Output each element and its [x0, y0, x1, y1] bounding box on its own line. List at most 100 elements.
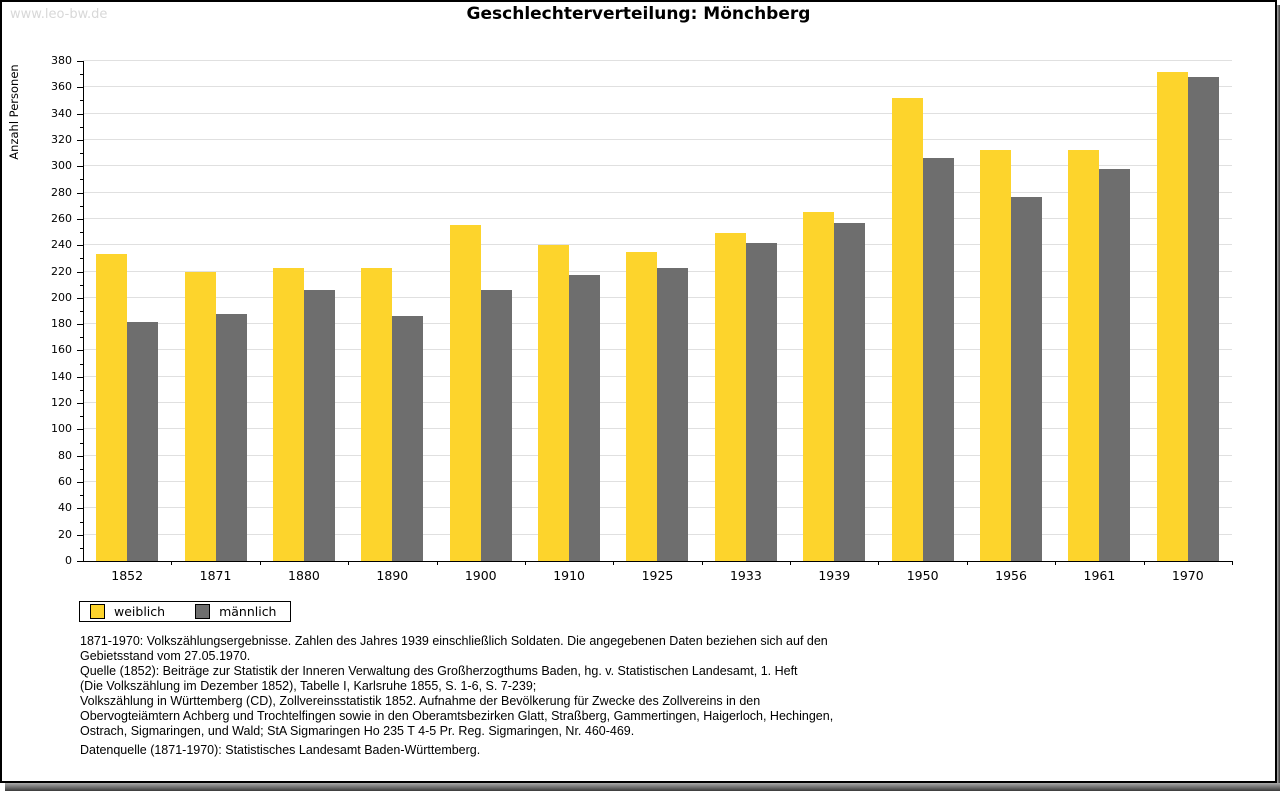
- y-tick-label: 220: [51, 264, 72, 278]
- y-major-tick: [77, 482, 83, 484]
- x-tick-label: 1956: [995, 568, 1027, 583]
- bar-männlich-1925: [657, 267, 689, 561]
- bar-weiblich-1925: [626, 251, 658, 561]
- y-minor-tick: [80, 337, 83, 339]
- y-minor-tick: [80, 232, 83, 234]
- gridline: [83, 60, 1232, 61]
- y-major-tick: [77, 455, 83, 457]
- x-tick: [966, 561, 968, 565]
- x-tick-label: 1950: [906, 568, 939, 583]
- bar-group-1900: [437, 61, 525, 561]
- y-tick-label: 360: [51, 80, 72, 94]
- bar-group-1933: [702, 61, 790, 561]
- y-tick-label: 260: [51, 211, 72, 225]
- bar-männlich-1910: [569, 275, 601, 561]
- x-tick-label: 1900: [464, 568, 497, 583]
- watermark: www.leo-bw.de: [10, 7, 108, 22]
- y-tick-label: 200: [51, 290, 72, 304]
- y-minor-tick: [80, 205, 83, 207]
- bar-weiblich-1900: [449, 225, 481, 561]
- bar-weiblich-1933: [714, 233, 746, 561]
- y-tick-label: 340: [51, 106, 72, 120]
- y-minor-tick: [80, 179, 83, 181]
- bar-group-1910: [525, 61, 613, 561]
- bar-männlich-1961: [1099, 168, 1131, 561]
- bar-weiblich-1880: [272, 267, 304, 561]
- bar-weiblich-1852: [96, 254, 128, 561]
- bar-group-1956: [967, 61, 1055, 561]
- legend-item-männlich: männlich: [195, 604, 276, 619]
- y-major-tick: [77, 429, 83, 431]
- bar-weiblich-1871: [184, 271, 216, 561]
- y-minor-tick: [80, 284, 83, 286]
- footnote-line: (Die Volkszählung im Dezember 1852), Tab…: [80, 679, 537, 693]
- bar-weiblich-1910: [538, 245, 570, 561]
- y-axis-line: [83, 61, 84, 562]
- x-tick: [436, 561, 438, 565]
- bar-group-1961: [1055, 61, 1143, 561]
- gridline: [83, 217, 1232, 219]
- y-minor-tick: [80, 153, 83, 155]
- data-source-line: Datenquelle (1871-1970): Statistisches L…: [80, 743, 481, 757]
- y-major-tick: [77, 218, 83, 220]
- bar-männlich-1939: [834, 222, 866, 561]
- legend-swatch-weiblich: [90, 604, 105, 619]
- gridline: [83, 138, 1232, 140]
- bar-männlich-1890: [392, 316, 424, 561]
- bar-männlich-1933: [745, 242, 777, 561]
- y-minor-tick: [80, 100, 83, 102]
- y-minor-tick: [80, 311, 83, 312]
- y-tick-label: 320: [51, 132, 72, 146]
- y-major-tick: [77, 350, 83, 352]
- bar-weiblich-1950: [891, 97, 923, 561]
- y-tick-label: 160: [51, 343, 72, 357]
- y-tick-label: 60: [58, 475, 72, 489]
- y-major-tick: [77, 534, 83, 536]
- y-tick-label: 300: [51, 159, 72, 173]
- x-tick: [348, 561, 350, 565]
- y-tick-label: 280: [51, 185, 72, 199]
- bar-group-1880: [260, 61, 348, 561]
- y-minor-tick: [80, 547, 83, 549]
- y-major-tick: [77, 113, 83, 115]
- x-tick: [878, 561, 880, 565]
- x-tick-label: 1939: [818, 568, 851, 583]
- bar-männlich-1900: [480, 289, 512, 561]
- bar-weiblich-1970: [1156, 71, 1188, 561]
- y-axis-title: Anzahl Personen: [7, 64, 21, 160]
- x-tick-label: 1970: [1171, 568, 1204, 583]
- footnote-line: 1871-1970: Volkszählungsergebnisse. Zahl…: [80, 634, 828, 648]
- y-tick-label: 0: [65, 554, 72, 567]
- x-tick: [524, 561, 526, 565]
- y-tick-label: 20: [58, 527, 72, 541]
- y-tick-label: 120: [51, 396, 72, 410]
- y-major-tick: [77, 403, 83, 405]
- bar-weiblich-1939: [803, 212, 835, 561]
- x-tick-label: 1871: [199, 568, 232, 583]
- bar-group-1939: [790, 61, 878, 561]
- y-major-tick: [77, 245, 83, 247]
- bar-weiblich-1890: [361, 267, 393, 561]
- y-tick-label: 180: [51, 317, 72, 331]
- y-minor-tick: [80, 363, 83, 365]
- y-major-tick: [77, 271, 83, 273]
- y-major-tick: [77, 87, 83, 89]
- y-minor-tick: [80, 495, 83, 497]
- y-major-tick: [77, 508, 83, 510]
- legend: weiblich männlich: [79, 601, 292, 622]
- x-tick-label: 1961: [1083, 568, 1116, 583]
- x-tick: [1232, 561, 1233, 565]
- footnote-line: Ostrach, Sigmaringen, und Wald; StA Sigm…: [80, 724, 635, 738]
- x-tick: [613, 561, 615, 565]
- y-major-tick: [77, 192, 83, 194]
- gridline: [83, 112, 1232, 114]
- y-major-tick: [77, 139, 83, 141]
- y-minor-tick: [80, 442, 83, 444]
- legend-label: männlich: [219, 604, 277, 619]
- bar-group-1852: [83, 61, 171, 561]
- y-major-tick: [77, 324, 83, 326]
- legend-swatch-männlich: [195, 604, 211, 619]
- gridline: [83, 165, 1232, 167]
- plot-area: [83, 60, 1232, 561]
